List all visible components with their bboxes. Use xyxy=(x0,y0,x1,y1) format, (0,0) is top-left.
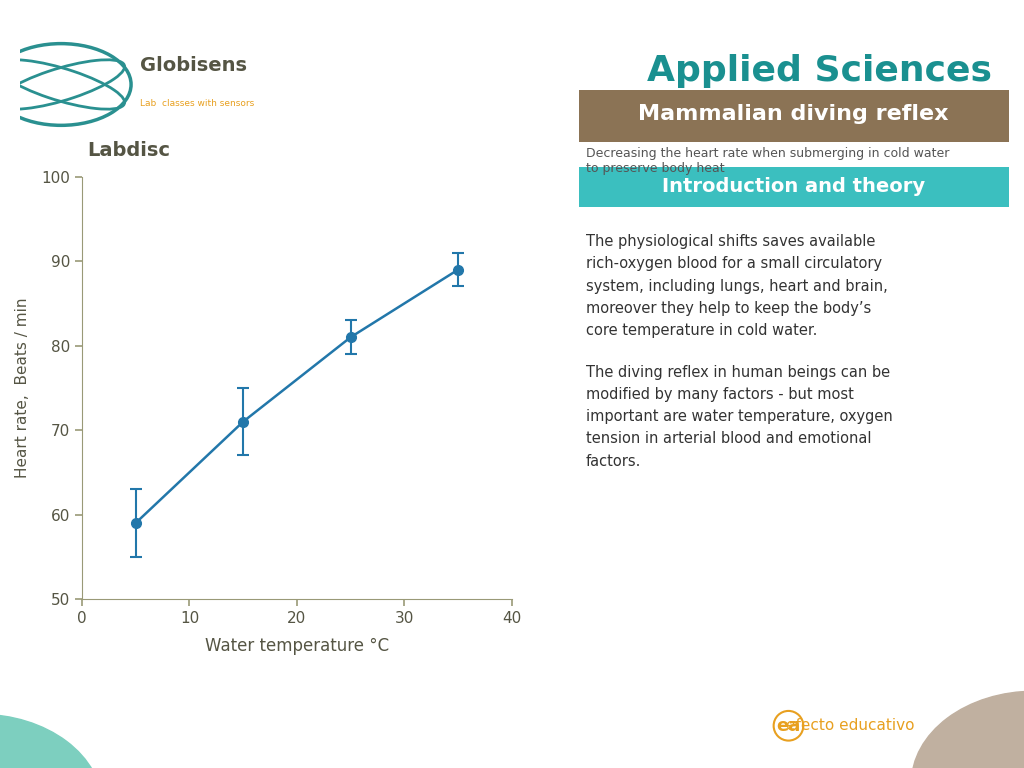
X-axis label: Water temperature °C: Water temperature °C xyxy=(205,637,389,655)
Text: Globisens: Globisens xyxy=(140,55,247,74)
Text: Introduction and theory: Introduction and theory xyxy=(663,177,925,196)
Y-axis label: Heart rate,  Beats / min: Heart rate, Beats / min xyxy=(15,297,30,478)
Text: Applied Sciences: Applied Sciences xyxy=(647,54,991,88)
Text: Mammalian diving reflex: Mammalian diving reflex xyxy=(638,104,949,124)
Text: efecto educativo: efecto educativo xyxy=(785,718,914,733)
Text: Decreasing the heart rate when submerging in cold water
to preserve body heat: Decreasing the heart rate when submergin… xyxy=(586,147,949,175)
Text: Labdisc: Labdisc xyxy=(87,141,170,160)
Text: The diving reflex in human beings can be
modified by many factors - but most
imp: The diving reflex in human beings can be… xyxy=(586,365,893,468)
Text: Lab  classes with sensors: Lab classes with sensors xyxy=(140,99,255,108)
Text: The physiological shifts saves available
rich-oxygen blood for a small circulato: The physiological shifts saves available… xyxy=(586,234,888,338)
Text: ea: ea xyxy=(776,717,801,735)
